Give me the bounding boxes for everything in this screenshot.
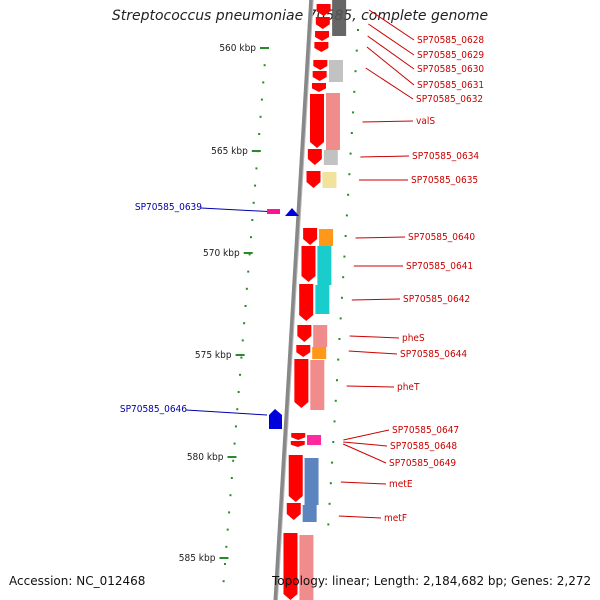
- gene-label: SP70585_0630: [417, 64, 484, 75]
- forward-gene-arrow: [314, 42, 329, 52]
- forward-gene-arrow: [283, 533, 298, 600]
- ruler-tick-label: 570 kbp: [203, 248, 240, 259]
- forward-gene-arrow: [294, 359, 309, 408]
- gene-label-connector: [200, 207, 278, 213]
- ruler-tick-label: 585 kbp: [179, 553, 216, 564]
- forward-gene-arrow: [316, 4, 331, 16]
- gene-label-connector: [367, 35, 415, 70]
- genome-backbone: [273, 0, 314, 600]
- forward-gene-arrow: [301, 246, 316, 282]
- gene-annotation-lane: [310, 360, 325, 410]
- ruler-tick-label: 575 kbp: [195, 350, 232, 361]
- gene-label: SP70585_0640: [408, 232, 475, 243]
- accession-text: Accession: NC_012468: [9, 574, 146, 588]
- gene-annotation-lane: [267, 209, 280, 214]
- gene-label: SP70585_0629: [417, 50, 484, 61]
- gene-annotation-lane: [319, 229, 334, 246]
- gene-label: SP70585_0635: [411, 175, 478, 186]
- gene-label: SP70585_0639: [135, 202, 202, 213]
- gene-label: SP70585_0641: [406, 261, 473, 272]
- map-title: Streptococcus pneumoniae 70585, complete…: [111, 8, 489, 24]
- gene-label: SP70585_0649: [389, 458, 456, 469]
- gene-label-connector: [349, 335, 400, 339]
- gene-annotation-lane: [302, 505, 317, 522]
- gene-label-connector: [351, 298, 401, 301]
- gene-label: SP70585_0628: [417, 35, 484, 46]
- gene-annotation-lane: [325, 93, 340, 150]
- forward-gene-arrow: [309, 94, 324, 148]
- forward-gene-arrow: [315, 31, 330, 41]
- gene-label-connector: [368, 23, 415, 56]
- gene-label-connector: [362, 120, 414, 123]
- gene-label: metE: [389, 479, 413, 490]
- gene-label-connector: [360, 155, 410, 158]
- gene-label: metF: [384, 513, 407, 524]
- forward-gene-arrow: [296, 345, 311, 357]
- gene-label: SP70585_0647: [392, 425, 459, 436]
- gene-annotation-lane: [317, 246, 332, 285]
- forward-gene-arrow: [299, 284, 314, 321]
- gene-annotation-lane: [322, 172, 337, 188]
- gene-label: pheT: [397, 382, 420, 393]
- forward-gene-arrow: [311, 83, 326, 92]
- gene-label: SP70585_0646: [120, 404, 187, 415]
- forward-gene-arrow: [291, 433, 306, 440]
- gene-label: valS: [416, 116, 435, 127]
- gene-annotation-lane: [332, 0, 347, 36]
- forward-gene-arrow: [290, 441, 305, 447]
- gene-annotation-lane: [299, 535, 314, 600]
- gene-label-connector: [365, 67, 414, 100]
- gene-label-connector: [185, 409, 268, 416]
- gene-label: SP70585_0634: [412, 151, 479, 162]
- genome-backbone-shade: [276, 0, 314, 600]
- gene-label-connector: [343, 429, 390, 441]
- forward-gene-arrow: [288, 455, 303, 502]
- forward-gene-arrow: [303, 228, 318, 245]
- reverse-gene-arrow: [269, 409, 282, 429]
- ruler-tick-label: 565 kbp: [211, 146, 248, 157]
- forward-gene-arrow: [312, 71, 327, 81]
- gene-label-connector: [342, 443, 387, 464]
- forward-gene-arrow: [307, 149, 322, 165]
- gene-label-connector: [366, 46, 415, 86]
- gene-label: SP70585_0648: [390, 441, 457, 452]
- gene-annotation-lane: [313, 325, 328, 347]
- gene-label-connector: [355, 236, 406, 239]
- gene-label: SP70585_0632: [416, 94, 483, 105]
- gene-label-connector: [346, 385, 395, 388]
- topology-text: Topology: linear; Length: 2,184,682 bp; …: [272, 574, 592, 588]
- gene-annotation-lane: [312, 347, 327, 359]
- gene-annotation-lane: [328, 60, 343, 82]
- ruler-tick-label: 580 kbp: [187, 452, 224, 463]
- gene-label-connector: [348, 350, 398, 355]
- gene-annotation-lane: [304, 458, 319, 505]
- gene-annotation-lane: [323, 150, 338, 165]
- gene-label: SP70585_0644: [400, 349, 467, 360]
- forward-gene-arrow: [313, 60, 328, 70]
- forward-gene-arrow: [297, 325, 312, 342]
- gene-label-connector: [340, 481, 387, 485]
- gene-label-connector: [368, 9, 415, 41]
- gene-label-connector: [343, 441, 388, 447]
- gene-annotation-lane: [315, 285, 330, 314]
- gene-annotation-lane: [307, 435, 322, 445]
- forward-gene-arrow: [286, 503, 301, 520]
- reverse-gene-arrow: [285, 208, 299, 216]
- forward-gene-arrow: [315, 17, 330, 29]
- forward-gene-arrow: [306, 171, 321, 188]
- gene-label: SP70585_0631: [417, 80, 484, 91]
- gene-label: pheS: [402, 333, 425, 344]
- gene-label: SP70585_0642: [403, 294, 470, 305]
- ruler-tick-label: 560 kbp: [219, 43, 256, 54]
- gene-label-connector: [338, 515, 382, 519]
